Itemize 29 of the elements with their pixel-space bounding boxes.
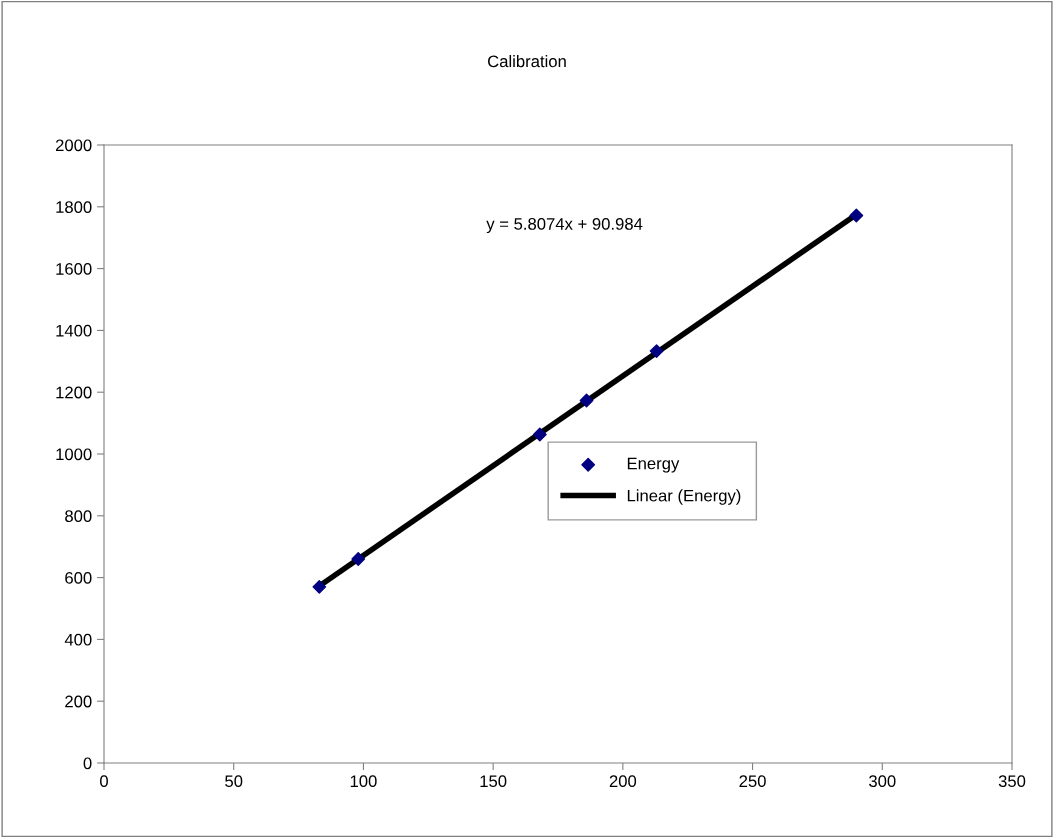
annotation: y = 5.8074x + 90.984 [486,218,643,234]
point [579,393,594,408]
y-tick-label: 1400 [56,324,92,337]
point [351,552,366,566]
x-tick-label: 100 [350,775,377,788]
x-tick-label: 350 [998,775,1026,788]
y-tick-label: 2000 [55,139,92,152]
y-tick-label: 200 [65,695,92,708]
legend-label: Linear (Energy) [627,489,741,505]
y-tick-label: 600 [65,572,92,584]
chart-title: Calibration [488,55,566,68]
y-tick-label: 1000 [56,448,92,461]
y-tick-label: 800 [65,510,92,522]
x-tick-label: 50 [225,775,243,788]
y-tick-label: 0 [83,757,92,770]
x-tick-label: 150 [480,775,507,788]
point [649,344,664,359]
y-tick-label: 400 [64,633,92,646]
y-tick-label: 1800 [56,201,92,213]
point [849,208,864,223]
y-tick-label: 1600 [56,263,92,275]
x-tick-label: 200 [609,775,637,788]
x-tick-label: 250 [739,775,766,788]
x-tick-label: 0 [100,775,108,788]
point [532,427,547,442]
legend-label: Energy [627,457,680,473]
x-tick-label: 300 [869,775,896,788]
y-tick-label: 1200 [56,386,92,399]
point [312,579,327,594]
